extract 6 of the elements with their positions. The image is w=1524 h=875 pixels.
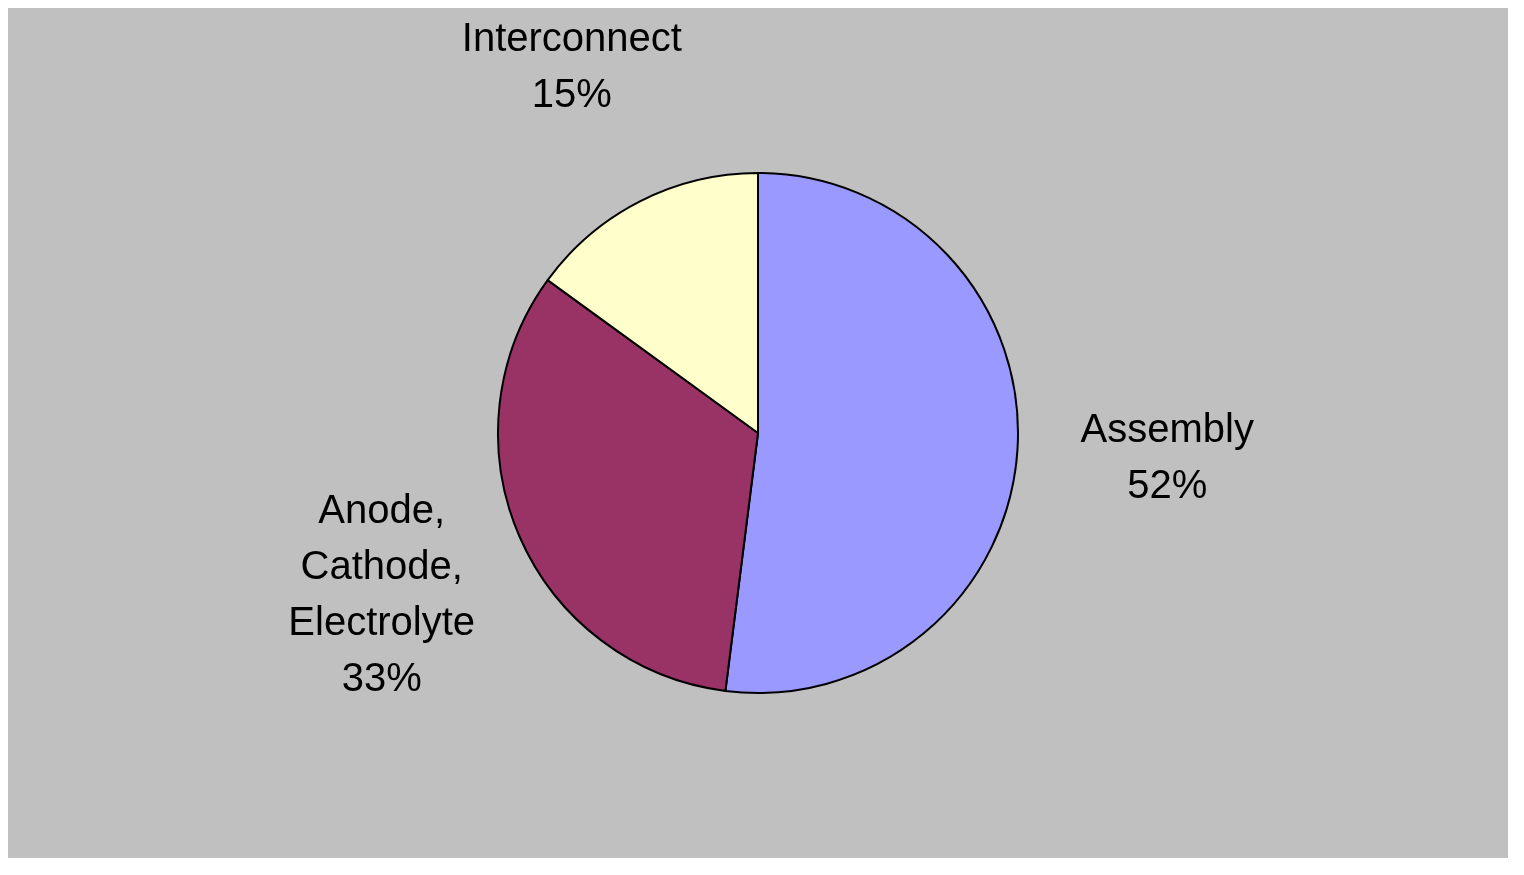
data-label: 15%: [531, 70, 612, 115]
data-label: 52%: [1127, 461, 1208, 506]
data-label: 33%: [341, 654, 422, 699]
slice-label: Assembly: [1080, 405, 1254, 450]
slice-label: Anode, Cathode, Electrolyte: [288, 486, 476, 643]
slice-label: Interconnect: [461, 14, 682, 59]
